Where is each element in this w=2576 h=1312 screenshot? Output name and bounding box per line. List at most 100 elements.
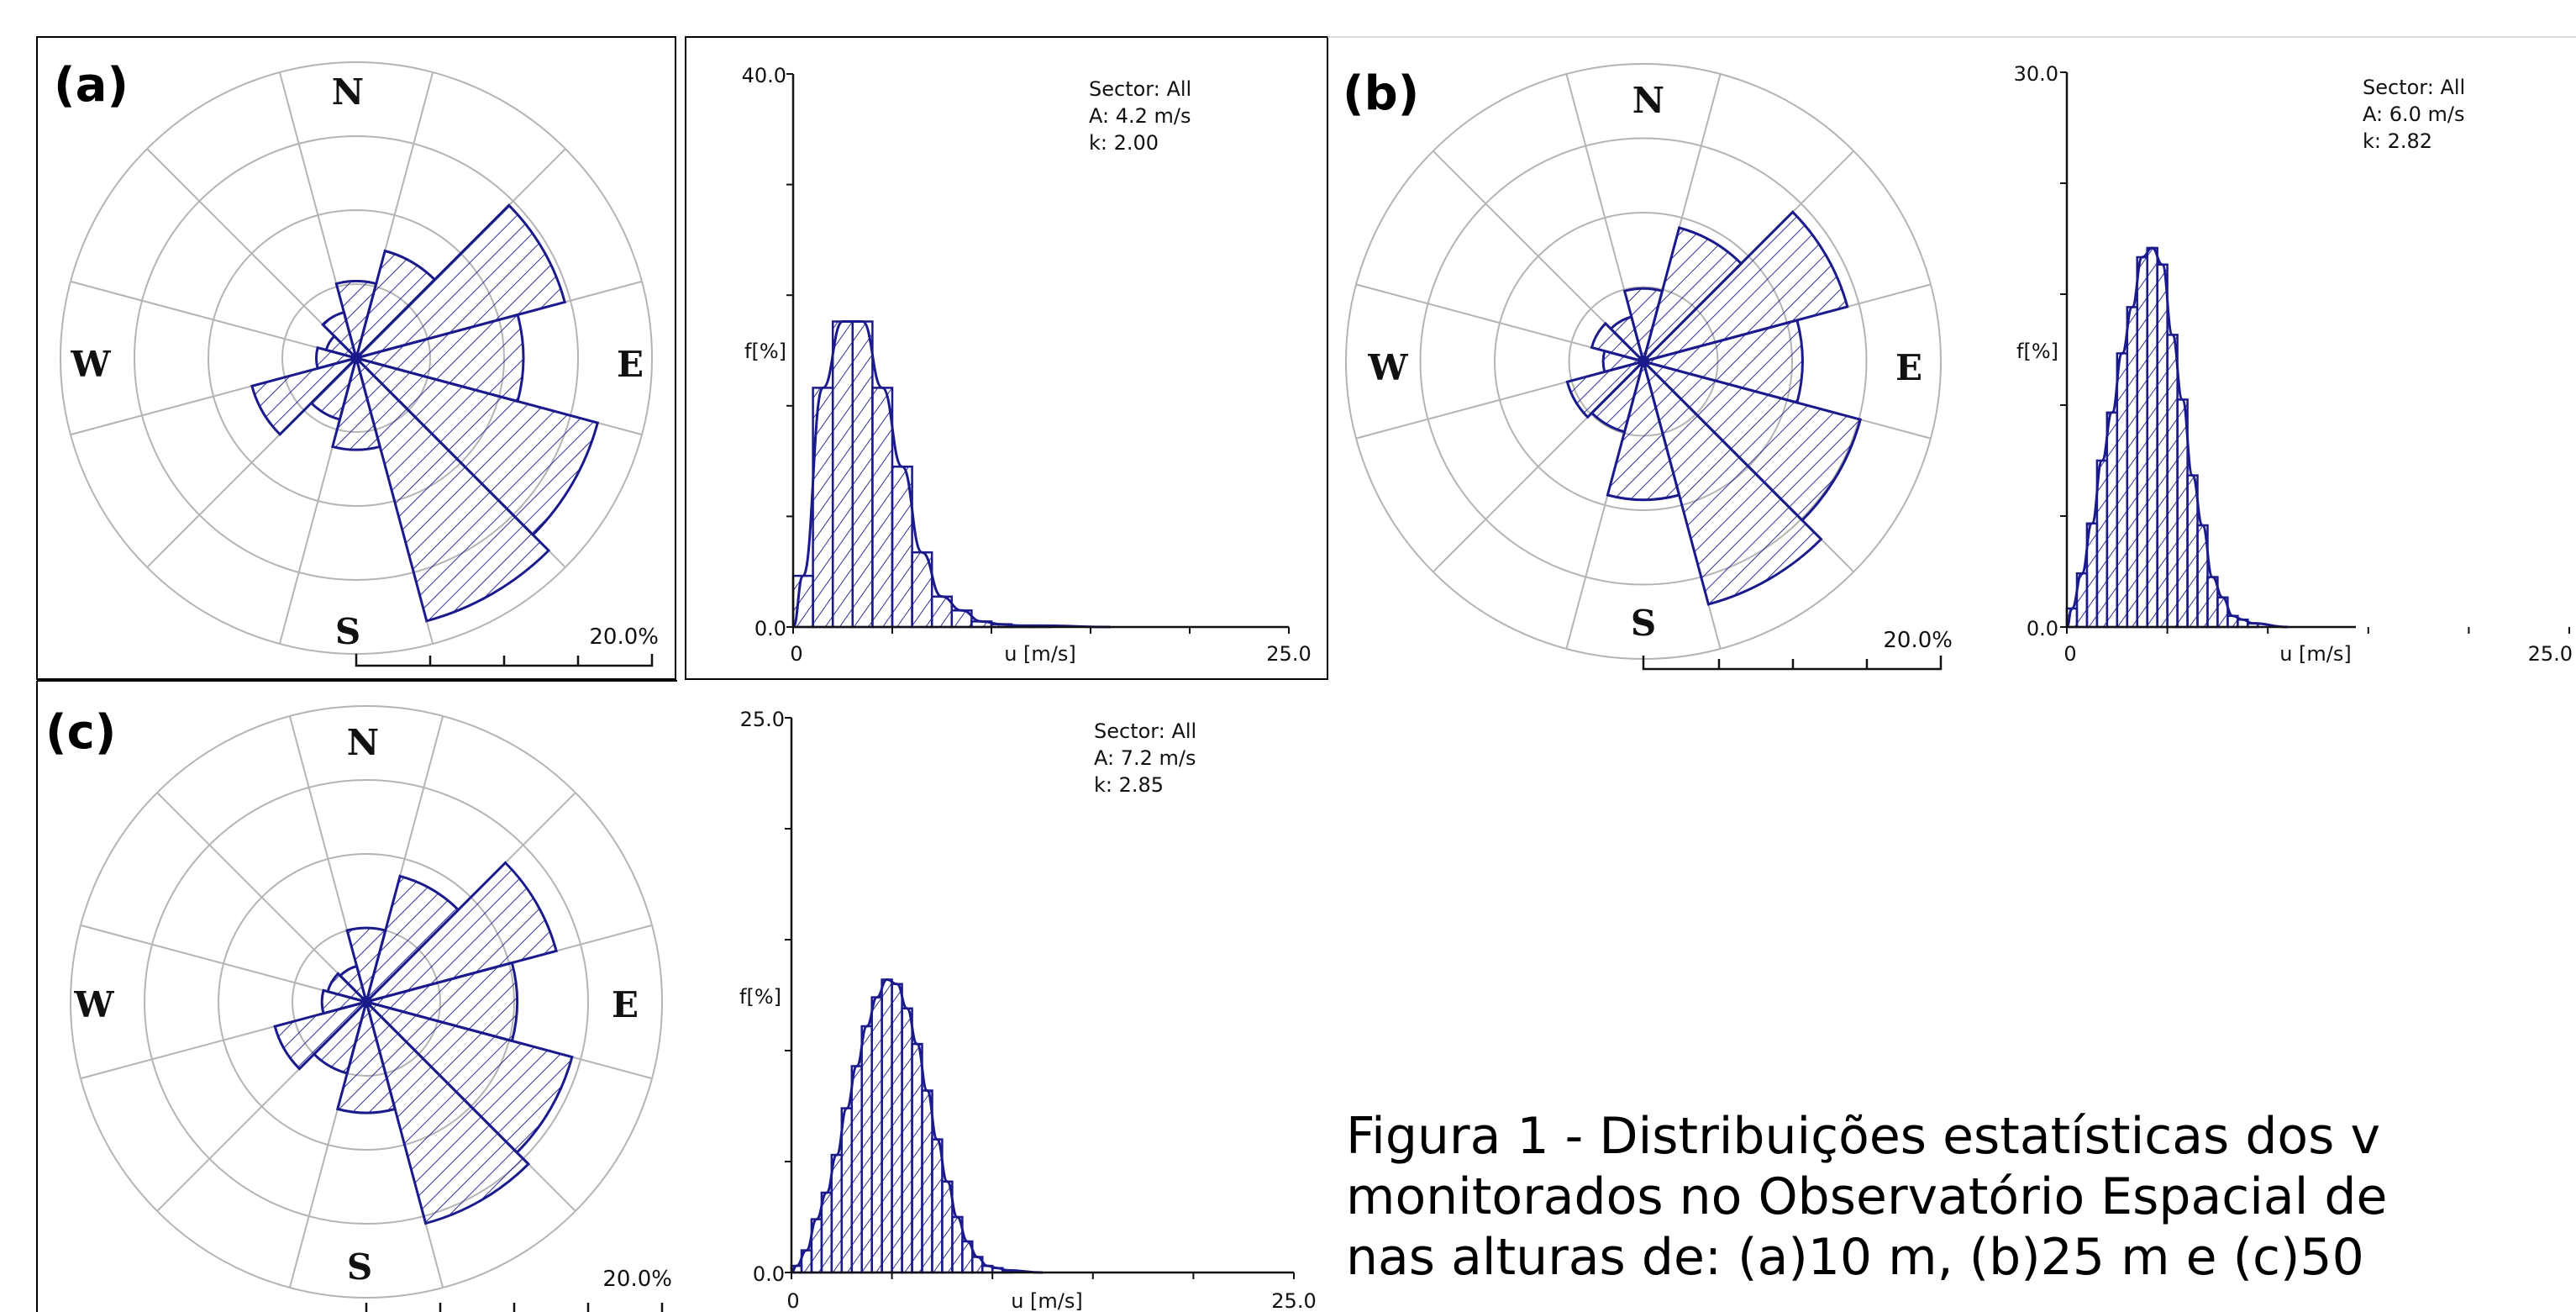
info-shape-k: k: 2.00 (1089, 131, 1159, 155)
x-axis-label: u [m/s] (1004, 642, 1076, 666)
rose-sector-240deg (250, 356, 361, 436)
x-tick-min: 0 (790, 642, 802, 666)
rose-spoke (156, 792, 367, 1003)
caption-line-1: Figura 1 - Distribuições estatísticas do… (1346, 1107, 2380, 1166)
weibull-fit-curve (791, 319, 1111, 629)
histogram-c: 25.0 0.0 f[%] 0 25.0 u [m/s] Sector: All… (739, 708, 1317, 1312)
rose-sector-180deg (335, 997, 397, 1114)
x-tick-max: 25.0 (1266, 642, 1311, 666)
panel-b-label: (b) (1343, 66, 1419, 121)
rose-sector-300deg (1590, 321, 1648, 364)
rose-sector-120deg (1638, 359, 1863, 523)
rose-sector-150deg (354, 353, 551, 623)
compass-east: E (1895, 347, 1922, 388)
histogram-bar-14 (931, 1138, 944, 1274)
compass-south: S (1631, 603, 1656, 644)
rose-center-dot (360, 996, 372, 1008)
compass-east: E (617, 344, 644, 385)
histogram-bar-6 (2126, 306, 2139, 629)
rose-scale-label: 20.0% (1883, 628, 1953, 653)
info-scale-A: A: 7.2 m/s (1094, 746, 1196, 770)
rose-sector-300deg (326, 972, 371, 1004)
histogram-bar-8 (2146, 246, 2158, 629)
rose-sector-60deg (361, 861, 558, 1004)
x-axis-label: u [m/s] (2279, 642, 2352, 666)
panel-a-label: (a) (54, 58, 129, 113)
histogram-bar-7 (2136, 256, 2148, 629)
panel-a-histogram-frame (685, 36, 1328, 680)
info-sector: Sector: All (2363, 76, 2465, 99)
rose-scale-bar (355, 654, 654, 667)
histogram-bar-12 (2186, 474, 2199, 629)
histogram-b: 30.0 0.0 f[%] 0 25.0 u [m/s] Sector: All… (2014, 62, 2573, 666)
weibull-fit-curve (791, 977, 1044, 1274)
weibull-fit-curve (2065, 246, 2289, 629)
histogram-bar-3 (851, 320, 874, 629)
histogram-bar-12 (911, 1042, 923, 1274)
histogram-bar-10 (2166, 334, 2179, 629)
y-tick-max: 40.0 (742, 64, 786, 87)
y-tick-max: 25.0 (740, 708, 785, 731)
rose-sector-330deg (338, 964, 369, 1007)
rose-spoke (80, 924, 367, 1003)
compass-north: N (332, 71, 364, 113)
wind-rose-a: N E S W 20.0% (60, 61, 659, 667)
rose-scale-bar (365, 1303, 664, 1312)
rose-ring (70, 705, 663, 1299)
compass-west: W (73, 984, 114, 1025)
histogram-bar-13 (921, 1089, 933, 1274)
histogram-bar-5 (840, 1107, 854, 1274)
rose-sector-240deg (1565, 359, 1648, 419)
histogram-bar-4 (830, 1153, 844, 1274)
histogram-bar-10 (891, 983, 903, 1274)
wind-rose-b: N E S W 20.0% (1345, 63, 1953, 671)
rose-sector-330deg (1609, 315, 1646, 366)
rose-sector-180deg (330, 353, 382, 451)
x-tick-max: 25.0 (1271, 1289, 1316, 1312)
info-sector: Sector: All (1089, 77, 1191, 101)
rose-sector-30deg (1641, 226, 1743, 366)
rose-sector-90deg (361, 961, 518, 1043)
histogram-bar-11 (901, 1007, 913, 1274)
x-tick-min: 0 (2063, 642, 2076, 666)
panel-c-label: (c) (45, 705, 116, 760)
rose-sector-120deg (351, 356, 600, 537)
compass-west: W (1367, 347, 1408, 388)
histogram-bar-4 (871, 387, 894, 629)
x-axis-label: u [m/s] (1011, 1289, 1083, 1312)
info-scale-A: A: 4.2 m/s (1089, 104, 1191, 128)
caption-line-3: nas alturas de: (a)10 m, (b)25 m e (c)50 (1346, 1228, 2364, 1287)
info-shape-k: k: 2.85 (1094, 773, 1164, 797)
rose-ring (144, 779, 589, 1225)
info-scale-A: A: 6.0 m/s (2363, 103, 2464, 126)
histogram-bar-7 (860, 1025, 873, 1274)
rose-sector-180deg (1606, 356, 1681, 502)
figure-caption: Figura 1 - Distribuições estatísticas do… (1346, 1106, 2576, 1288)
rose-scale-bar (1642, 656, 1943, 671)
rose-ring (1419, 137, 1868, 586)
x-tick-max: 25.0 (2528, 642, 2573, 666)
compass-east: E (612, 984, 639, 1025)
x-tick-min: 0 (786, 1289, 799, 1312)
rose-sector-270deg (315, 345, 361, 371)
rose-sector-90deg (351, 313, 525, 403)
compass-north: N (1632, 80, 1664, 121)
wind-rose-sectors (250, 203, 600, 623)
histogram-bars (790, 978, 1014, 1274)
rose-ring (134, 135, 579, 581)
rose-sector-90deg (1638, 319, 1804, 404)
caption-line-2: monitorados no Observatório Espacial de (1346, 1167, 2388, 1226)
rose-center-dot (350, 352, 362, 364)
compass-south: S (335, 611, 360, 652)
rose-sector-330deg (321, 310, 359, 363)
rose-scale-label: 20.0% (589, 624, 659, 650)
compass-south: S (347, 1246, 372, 1288)
y-tick-min: 0.0 (753, 1262, 785, 1286)
axis-ticks (786, 73, 1290, 634)
rose-sector-60deg (351, 203, 567, 361)
histogram-bar-5 (2116, 352, 2129, 629)
y-tick-max: 30.0 (2014, 62, 2058, 86)
rose-spoke (146, 148, 357, 359)
histogram-bar-2 (831, 320, 854, 629)
